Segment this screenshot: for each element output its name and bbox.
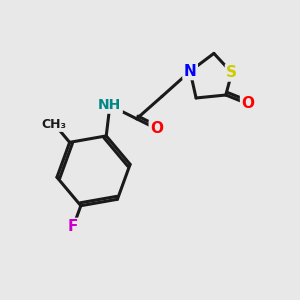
Text: O: O [150,121,163,136]
Text: S: S [226,65,237,80]
Text: O: O [242,96,254,111]
Text: F: F [68,219,78,234]
Text: NH: NH [98,98,122,112]
Text: CH₃: CH₃ [42,118,67,130]
Text: N: N [184,64,196,79]
